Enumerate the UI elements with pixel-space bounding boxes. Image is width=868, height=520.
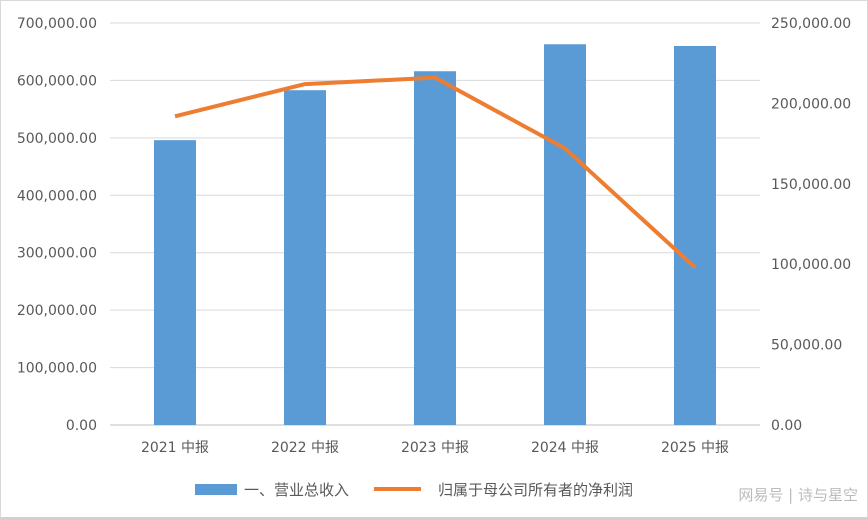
legend-swatch-bar bbox=[195, 484, 237, 495]
right-tick-label: 50,000.00 bbox=[771, 338, 842, 354]
left-tick-label: 400,000.00 bbox=[17, 188, 97, 204]
category-label: 2024 中报 bbox=[531, 440, 599, 456]
legend-label-line: 归属于母公司所有者的净利润 bbox=[438, 481, 633, 499]
category-label: 2023 中报 bbox=[401, 440, 469, 456]
right-tick-label: 0.00 bbox=[771, 418, 802, 434]
bar bbox=[154, 140, 196, 425]
watermark: 网易号 | 诗与星空 bbox=[738, 486, 858, 504]
legend-label-bar: 一、营业总收入 bbox=[244, 481, 349, 499]
bar bbox=[544, 44, 586, 426]
right-tick-label: 100,000.00 bbox=[771, 257, 851, 273]
bar bbox=[674, 45, 716, 425]
left-tick-label: 500,000.00 bbox=[17, 131, 97, 147]
category-label: 2022 中报 bbox=[271, 440, 339, 456]
left-tick-label: 200,000.00 bbox=[17, 303, 97, 319]
left-tick-label: 700,000.00 bbox=[17, 16, 97, 32]
category-label: 2021 中报 bbox=[141, 440, 209, 456]
bar bbox=[284, 90, 326, 425]
bar bbox=[414, 71, 456, 426]
category-label: 2025 中报 bbox=[661, 440, 729, 456]
right-tick-label: 150,000.00 bbox=[771, 177, 851, 193]
left-tick-label: 300,000.00 bbox=[17, 246, 97, 262]
right-tick-label: 200,000.00 bbox=[771, 96, 851, 112]
left-tick-label: 0.00 bbox=[66, 418, 97, 434]
left-tick-label: 600,000.00 bbox=[17, 73, 97, 89]
left-tick-label: 100,000.00 bbox=[17, 361, 97, 377]
right-tick-label: 250,000.00 bbox=[771, 16, 851, 32]
